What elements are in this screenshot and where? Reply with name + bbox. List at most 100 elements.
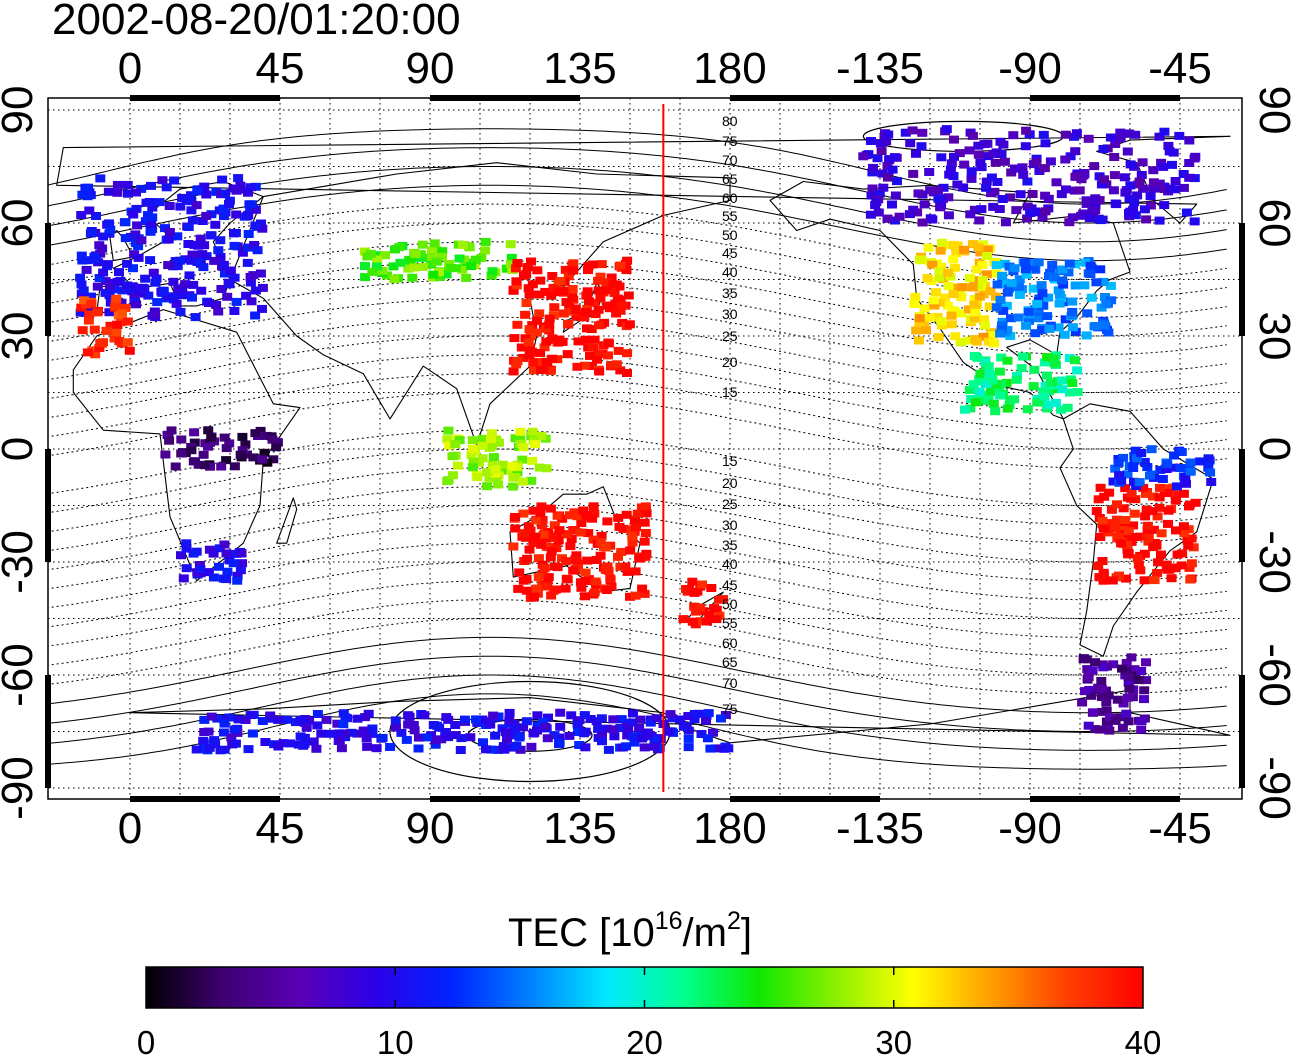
tec-cell — [229, 725, 240, 734]
tec-cell — [518, 509, 529, 518]
tec-cell — [1028, 382, 1039, 391]
tec-cell — [385, 743, 396, 751]
tec-cell — [971, 337, 982, 346]
tec-cell — [187, 293, 197, 302]
tec-cell — [1130, 130, 1141, 139]
tec-cell — [996, 353, 1007, 362]
border-bar — [1030, 95, 1180, 101]
tec-cell — [122, 338, 133, 347]
contour-line — [48, 279, 1227, 356]
tec-cell — [1033, 314, 1044, 323]
tec-cell — [1038, 130, 1049, 139]
tec-cell — [529, 593, 539, 602]
tec-cell — [1148, 492, 1158, 501]
tec-cell — [523, 284, 534, 293]
tec-cell — [1015, 164, 1026, 173]
tec-cell — [943, 268, 954, 277]
tec-cell — [882, 214, 893, 223]
tec-cell — [1032, 299, 1043, 308]
tec-cell — [1061, 185, 1071, 194]
tec-cell — [454, 254, 465, 263]
tec-cell — [477, 715, 488, 724]
tec-cell — [101, 326, 112, 335]
tec-cell — [1100, 293, 1110, 301]
tec-cell — [1011, 206, 1022, 215]
lon-tick-label: 45 — [256, 44, 305, 93]
tec-cell — [711, 615, 722, 624]
tec-cell — [944, 170, 955, 179]
tec-cell — [637, 734, 647, 743]
tec-cell — [608, 725, 619, 734]
tec-cell — [689, 588, 700, 597]
tec-cell — [1050, 398, 1061, 407]
tec-cell — [1072, 366, 1083, 375]
tec-cell — [1054, 299, 1065, 308]
tec-cell — [568, 566, 579, 575]
tec-cell — [986, 189, 997, 198]
tec-cell — [1022, 177, 1033, 186]
tec-cell — [371, 744, 382, 753]
tec-cell — [1130, 446, 1141, 455]
tec-cell — [197, 217, 208, 225]
map-border-bars — [45, 95, 1245, 802]
tec-cell — [75, 308, 86, 317]
tec-cell — [975, 158, 986, 167]
tec-cell — [1095, 216, 1106, 225]
top-lon-ticks: 0 45 90 135 180 -135 -90 -45 — [118, 44, 1212, 93]
tec-cell — [112, 320, 123, 329]
tec-cell — [1154, 493, 1165, 502]
tec-cell — [204, 299, 214, 307]
tec-cell — [597, 729, 607, 738]
tec-cell — [146, 181, 156, 190]
tec-cell — [588, 343, 599, 352]
tec-cell — [510, 264, 521, 273]
tec-cell — [480, 246, 491, 255]
lon-tick-label: 180 — [693, 44, 766, 93]
lat-tick-label: -90 — [1250, 756, 1292, 820]
tec-cell — [472, 473, 483, 482]
tec-cell — [590, 310, 601, 319]
tec-cell — [978, 332, 989, 341]
tec-cell — [581, 511, 591, 519]
tec-cell — [1183, 541, 1194, 550]
tec-cell — [987, 331, 998, 340]
tec-cell — [548, 283, 559, 292]
tec-cell — [86, 292, 96, 301]
tec-cell — [1138, 483, 1149, 492]
lat-tick-label: 0 — [0, 437, 42, 461]
tec-cell — [866, 191, 877, 200]
tec-cell — [863, 150, 874, 159]
tec-cell — [457, 240, 468, 249]
tec-cell — [188, 457, 199, 466]
tec-cell — [352, 729, 363, 738]
tec-cell — [627, 718, 638, 727]
tec-cell — [194, 561, 205, 569]
tec-cell — [1040, 207, 1051, 216]
tec-cell — [1029, 365, 1040, 374]
tec-cell — [552, 355, 563, 364]
tec-cell — [981, 379, 992, 388]
tec-cell — [203, 426, 214, 435]
tec-cell — [911, 326, 922, 335]
tec-cell — [597, 737, 607, 746]
tec-cell — [561, 298, 572, 306]
tec-cell — [367, 267, 378, 276]
tec-cell — [77, 256, 88, 265]
tec-cell — [1074, 186, 1085, 195]
tec-cell — [639, 589, 650, 598]
tec-cell — [1124, 684, 1135, 693]
tec-cell — [164, 202, 175, 210]
tec-cell — [436, 735, 447, 744]
tec-cell — [545, 553, 556, 562]
tec-cell — [938, 183, 949, 192]
tec-cell — [243, 230, 254, 238]
lat-tick-label: -30 — [1250, 530, 1292, 594]
tec-cell — [189, 428, 200, 437]
tec-cell — [201, 211, 212, 220]
tec-cell — [467, 444, 478, 453]
tec-cell — [501, 264, 512, 273]
tec-cell — [628, 709, 638, 718]
tec-cell — [690, 607, 701, 616]
tec-cell — [1096, 684, 1107, 693]
tec-cell — [505, 260, 516, 269]
